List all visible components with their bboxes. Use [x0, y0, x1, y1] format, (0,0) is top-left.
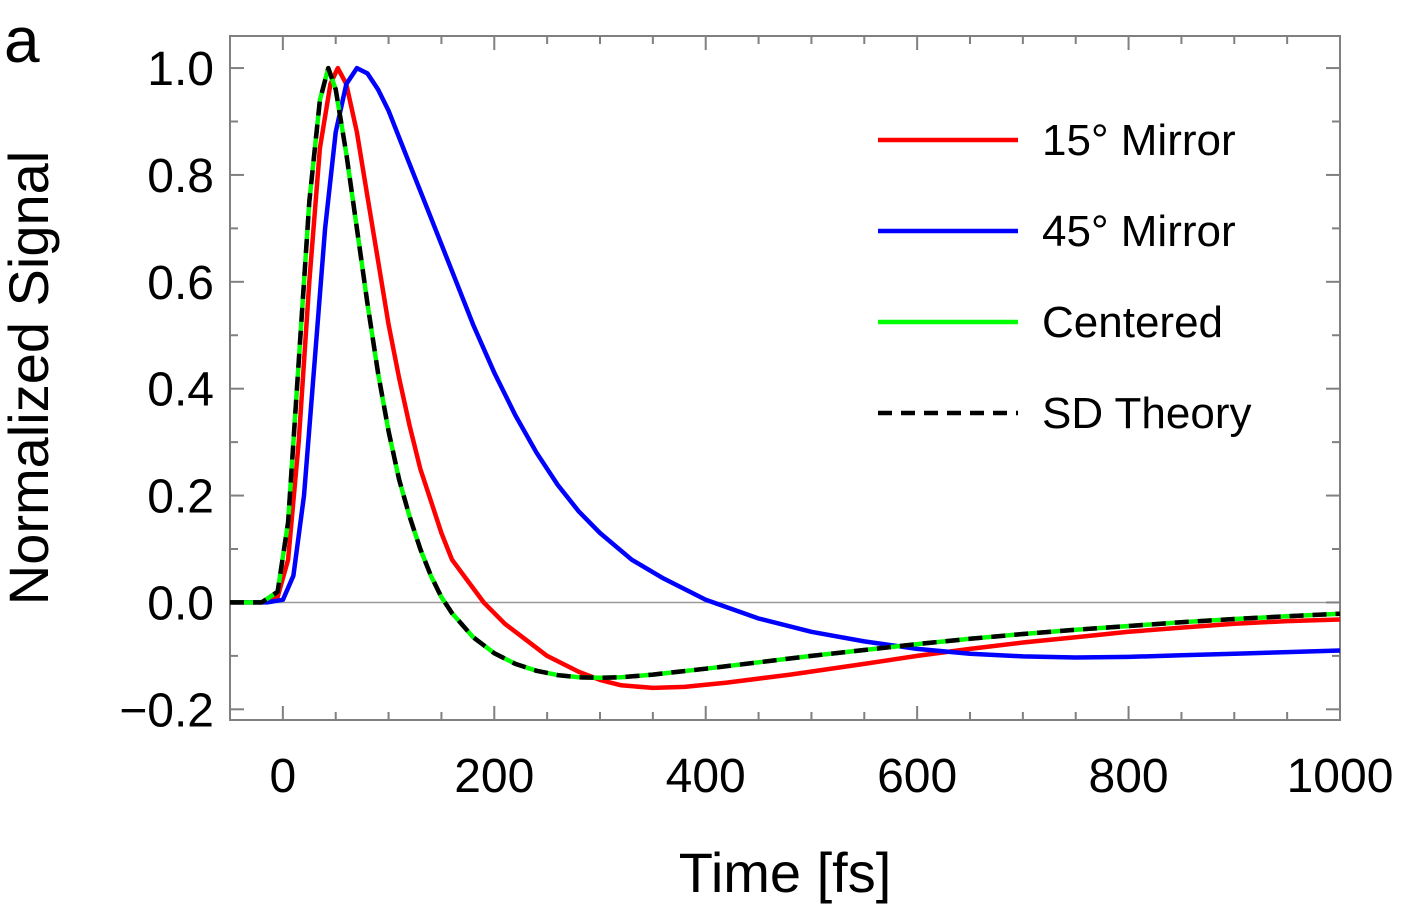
- series-line-45-mirror: [230, 65, 1341, 660]
- x-tick-label: 200: [454, 750, 534, 803]
- x-tick-label: 400: [666, 750, 746, 803]
- plot-frame: [229, 35, 1341, 721]
- x-tick-label: 0: [270, 750, 297, 803]
- series-lines: [230, 65, 1341, 691]
- y-tick-label: 0.4: [147, 364, 214, 417]
- legend: 15° Mirror 45° Mirror Centered SD Theory: [878, 116, 1252, 438]
- x-axis-title: Time [fs]: [679, 841, 892, 904]
- x-tick-label: 1000: [1287, 750, 1394, 803]
- x-axis-ticks: 0 200 400 600 800 1000: [270, 36, 1394, 803]
- x-tick-label: 800: [1089, 750, 1169, 803]
- y-tick-label: 0.6: [147, 257, 214, 310]
- x-tick-label: 600: [877, 750, 957, 803]
- legend-label: Centered: [1042, 298, 1223, 347]
- y-axis-title: Normalized Signal: [0, 151, 60, 605]
- legend-label: SD Theory: [1042, 389, 1252, 438]
- y-tick-label: 1.0: [147, 43, 214, 96]
- y-tick-label: 0.0: [147, 577, 214, 630]
- legend-label: 45° Mirror: [1042, 207, 1236, 256]
- panel-label: a: [4, 4, 40, 76]
- y-tick-label: 0.8: [147, 150, 214, 203]
- series-line-sd-theory: [230, 65, 1341, 681]
- y-tick-label: −0.2: [119, 684, 214, 737]
- series-line-15-mirror: [230, 65, 1341, 691]
- y-axis-ticks: −0.2 0.0 0.2 0.4 0.6 0.8 1.0: [119, 43, 1340, 737]
- legend-label: 15° Mirror: [1042, 116, 1236, 165]
- y-tick-label: 0.2: [147, 471, 214, 524]
